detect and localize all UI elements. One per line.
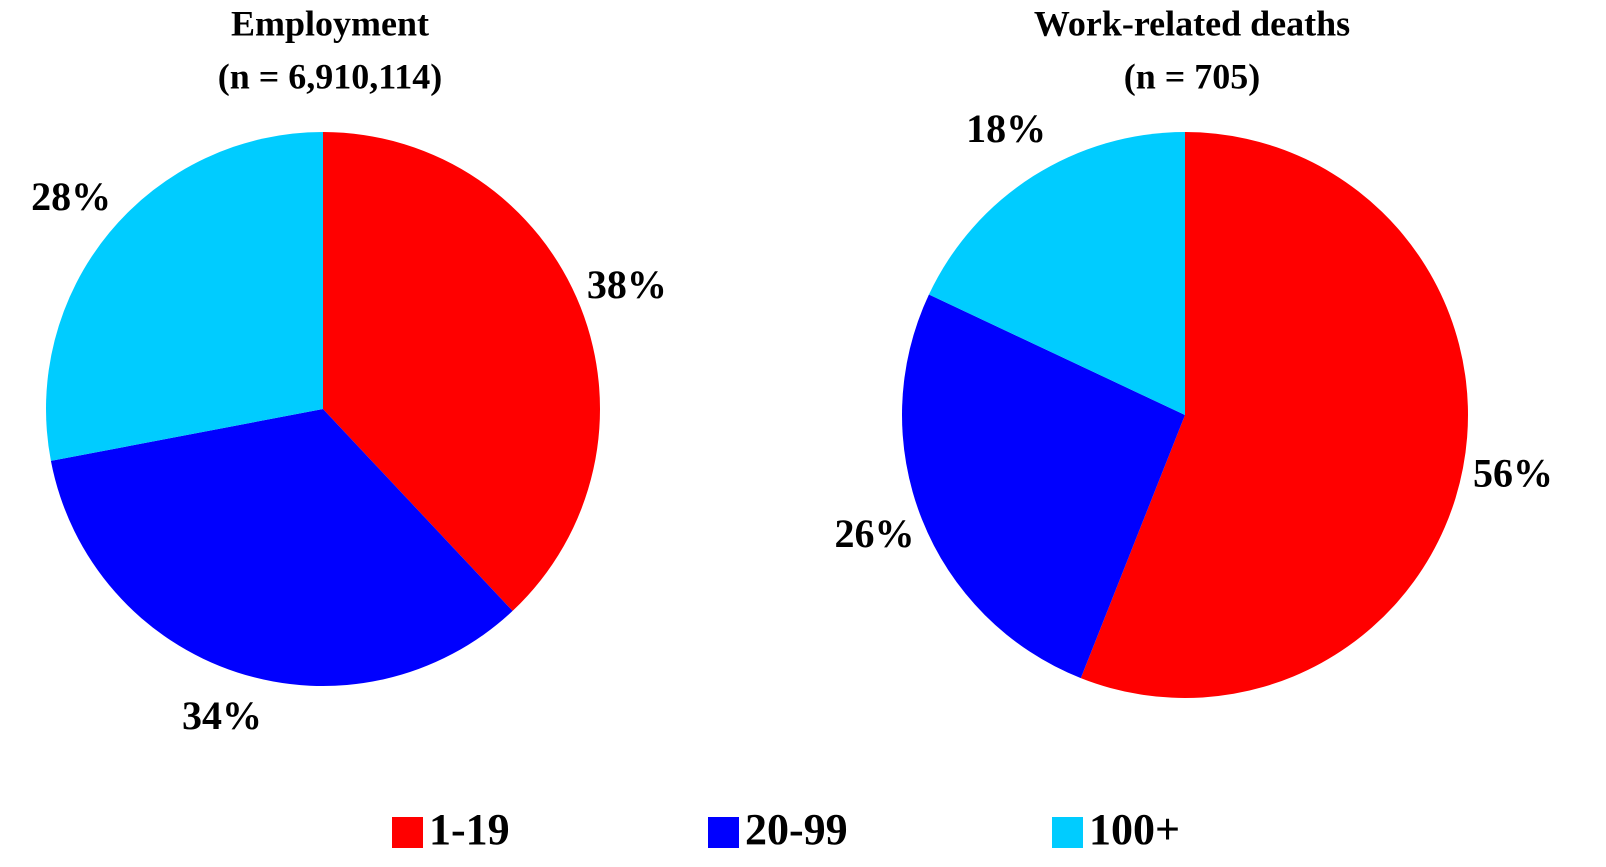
data-label: 28% [31, 174, 111, 219]
legend-label: 1-19 [429, 805, 510, 854]
data-label: 38% [587, 262, 667, 307]
legend-label: 100+ [1089, 805, 1180, 854]
pie-slice [50, 409, 513, 686]
data-label: 18% [966, 106, 1046, 151]
chart-title: Work-related deaths [1034, 3, 1350, 43]
chart-subtitle: (n = 6,910,114) [218, 56, 443, 96]
legend-swatch [1052, 817, 1083, 848]
pie-slice [902, 294, 1185, 679]
data-label: 26% [835, 511, 915, 556]
pie-slice [1080, 132, 1469, 698]
data-label: 56% [1473, 451, 1553, 496]
pie-slice [45, 132, 323, 461]
chart-subtitle: (n = 705) [1124, 56, 1261, 96]
data-label: 34% [182, 693, 262, 738]
legend-swatch [708, 817, 739, 848]
chart-title: Employment [231, 3, 429, 43]
pie-slice [928, 132, 1185, 415]
pie-slice [323, 132, 600, 611]
legend-label: 20-99 [745, 805, 848, 854]
legend-swatch [392, 817, 423, 848]
